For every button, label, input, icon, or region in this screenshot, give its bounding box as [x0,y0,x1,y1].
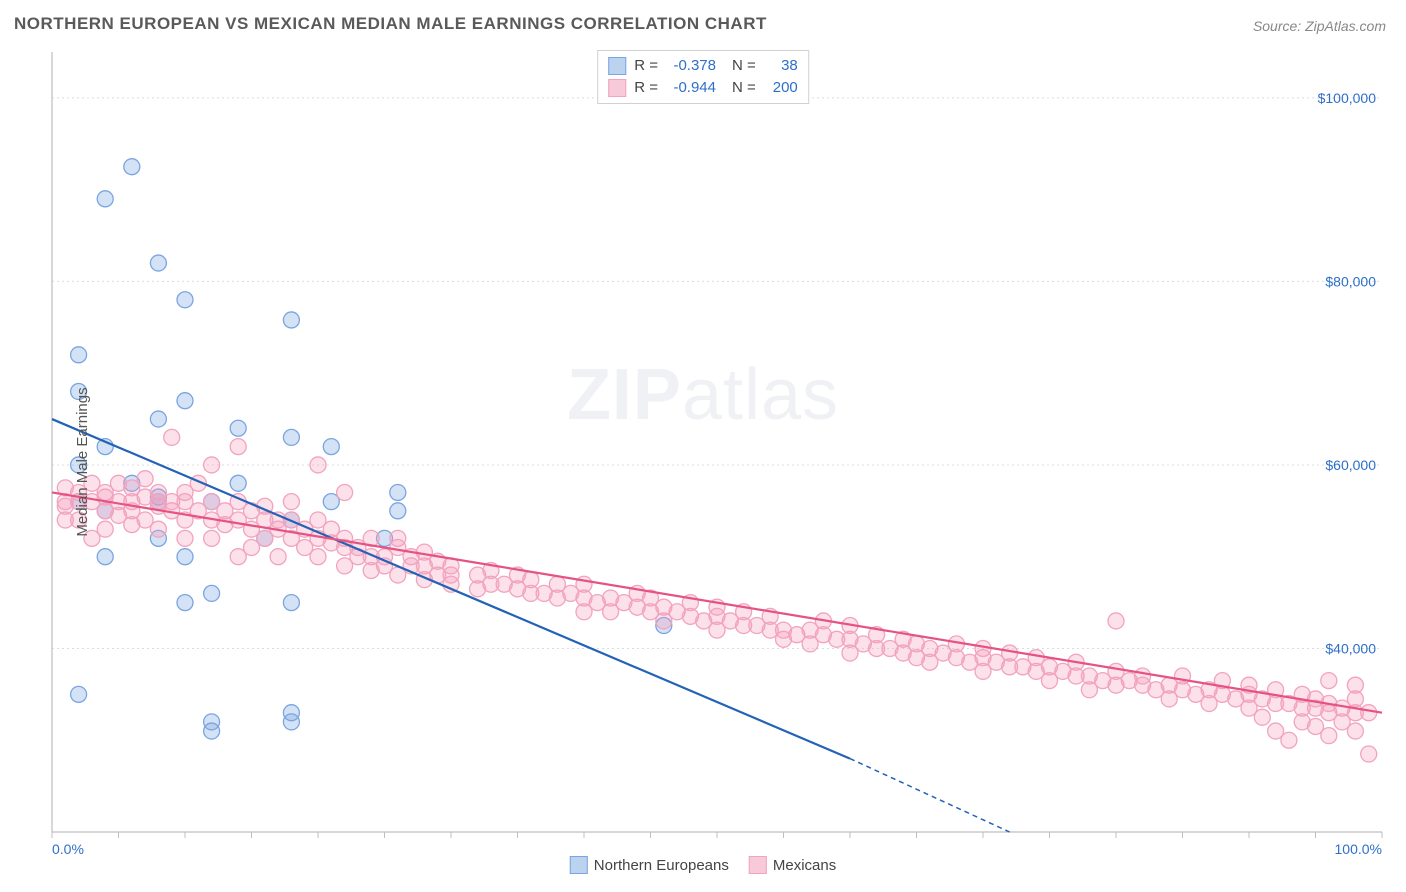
chart-header: NORTHERN EUROPEAN VS MEXICAN MEDIAN MALE… [0,0,1406,42]
chart-container: Median Male Earnings $40,000 $60,000 $80,0… [0,42,1406,882]
swatch-series2 [608,79,626,97]
chart-title: NORTHERN EUROPEAN VS MEXICAN MEDIAN MALE… [14,14,767,34]
svg-text:$60,000: $60,000 [1325,457,1376,473]
legend: Northern Europeans Mexicans [570,856,836,874]
legend-swatch-series2 [749,856,767,874]
correlation-stats-box: R = -0.378 N = 38 R = -0.944 N = 200 [597,50,809,104]
stats-row-series1: R = -0.378 N = 38 [608,55,798,77]
legend-item-series1: Northern Europeans [570,856,729,874]
svg-text:$40,000: $40,000 [1325,640,1376,656]
svg-text:$80,000: $80,000 [1325,273,1376,289]
svg-text:0.0%: 0.0% [52,841,84,857]
scatter-chart: $40,000 $60,000 $80,000 $100,000 0.0% 100.0% [0,42,1406,882]
svg-text:100.0%: 100.0% [1335,841,1382,857]
legend-label-series1: Northern Europeans [594,857,729,874]
stats-row-series2: R = -0.944 N = 200 [608,77,798,99]
legend-label-series2: Mexicans [773,857,836,874]
swatch-series1 [608,57,626,75]
legend-item-series2: Mexicans [749,856,836,874]
source-attribution: Source: ZipAtlas.com [1253,18,1386,34]
svg-text:$100,000: $100,000 [1318,90,1377,106]
y-axis-label: Median Male Earnings [74,387,91,536]
legend-swatch-series1 [570,856,588,874]
